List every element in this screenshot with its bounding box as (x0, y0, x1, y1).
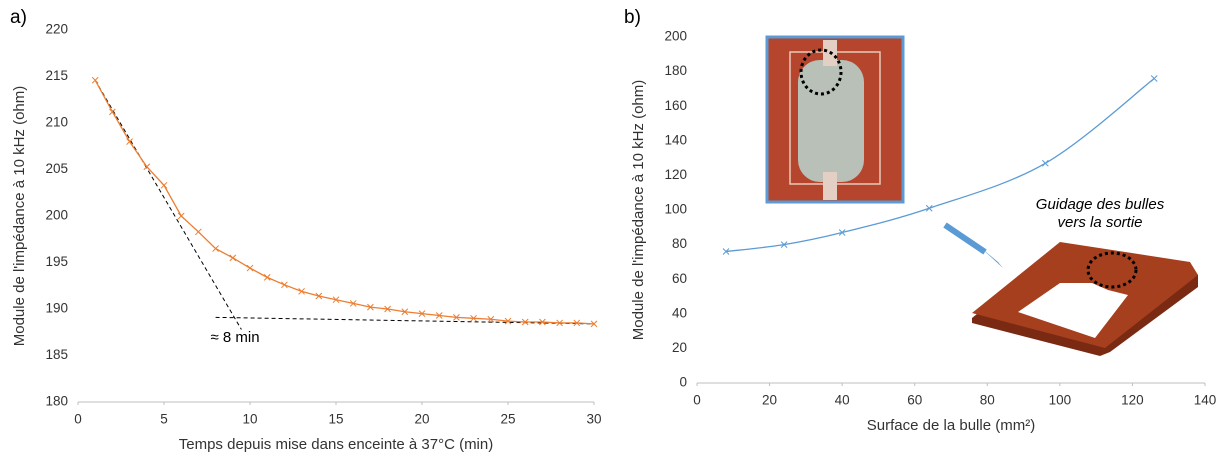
x-axis-title: Surface de la bulle (mm²) (867, 417, 1035, 434)
marker (384, 305, 391, 313)
marker (263, 274, 271, 281)
marker (281, 281, 288, 289)
marker (1150, 75, 1158, 82)
photo-inset (765, 35, 905, 204)
y-tick-label: 210 (45, 115, 68, 130)
y-tick-label: 20 (672, 340, 687, 355)
x-tick-label: 100 (1049, 393, 1072, 408)
x-tick-label: 120 (1121, 393, 1144, 408)
data-line (94, 79, 595, 325)
y-tick-label: 0 (679, 375, 687, 390)
marker (195, 228, 202, 236)
y-tick-label: 180 (664, 63, 687, 78)
y-tick-label: 120 (664, 167, 687, 182)
panel-label: a) (10, 7, 27, 28)
annotation: ≈ 8 min (210, 329, 259, 346)
marker (453, 314, 460, 321)
marker (332, 296, 340, 304)
marker (539, 318, 546, 326)
y-tick-label: 180 (45, 394, 68, 409)
marker (573, 319, 581, 327)
annotation: vers la sortie (1057, 214, 1142, 231)
x-tick-label: 60 (907, 393, 922, 408)
y-tick-label: 195 (45, 254, 68, 269)
arrow-head (980, 247, 1003, 268)
marker (780, 241, 788, 248)
y-tick-label: 215 (45, 68, 68, 83)
marker (435, 312, 443, 319)
marker (109, 108, 116, 116)
y-tick-label: 205 (45, 161, 68, 176)
marker (212, 245, 219, 252)
y-axis-title: Module de l'impédance à 10 kHz (ohm) (11, 86, 28, 347)
marker (722, 248, 730, 255)
x-tick-label: 10 (242, 412, 257, 427)
marker (143, 163, 151, 171)
x-tick-label: 5 (160, 412, 168, 427)
y-tick-label: 185 (45, 347, 68, 362)
marker (367, 303, 374, 311)
trend-line (94, 79, 242, 330)
marker (298, 287, 305, 295)
marker (838, 229, 846, 236)
marker (91, 76, 99, 84)
marker (349, 300, 357, 307)
y-tick-label: 160 (664, 98, 687, 113)
marker (401, 308, 409, 316)
marker (504, 317, 512, 325)
marker (315, 292, 323, 300)
x-tick-label: 0 (74, 412, 82, 427)
marker (1041, 159, 1049, 167)
marker (246, 264, 254, 272)
y-tick-label: 200 (664, 29, 687, 44)
y-tick-label: 60 (672, 271, 687, 286)
y-tick-label: 100 (664, 202, 687, 217)
marker (590, 320, 598, 328)
x-tick-label: 140 (1194, 393, 1217, 408)
x-axis-title: Temps depuis mise dans enceinte à 37°C (… (179, 436, 493, 453)
trend-line (215, 316, 595, 325)
marker (925, 204, 933, 212)
arrow (943, 222, 987, 255)
x-tick-label: 15 (328, 412, 343, 427)
panel-label: b) (624, 7, 641, 28)
x-tick-label: 25 (500, 412, 515, 427)
marker (487, 315, 495, 323)
y-axis-title: Module de l'impédance à 10 kHz (ohm) (630, 80, 647, 341)
y-tick-label: 220 (45, 22, 68, 37)
marker (521, 318, 529, 326)
x-tick-label: 20 (414, 412, 429, 427)
marker (470, 314, 477, 322)
marker (177, 212, 185, 220)
marker (229, 254, 237, 262)
marker (126, 138, 133, 145)
y-tick-label: 190 (45, 301, 68, 316)
marker (418, 310, 426, 318)
y-tick-label: 200 (45, 208, 68, 223)
x-tick-label: 30 (586, 412, 601, 427)
3d-part (972, 242, 1198, 356)
y-tick-label: 140 (664, 132, 687, 147)
x-tick-label: 80 (980, 393, 995, 408)
marker (556, 319, 563, 327)
y-tick-label: 80 (672, 236, 687, 251)
x-tick-label: 40 (835, 393, 850, 408)
y-tick-label: 40 (672, 305, 687, 320)
x-tick-label: 0 (693, 393, 701, 408)
marker (160, 181, 168, 189)
x-tick-label: 20 (762, 393, 777, 408)
annotation: Guidage des bulles (1036, 196, 1165, 213)
